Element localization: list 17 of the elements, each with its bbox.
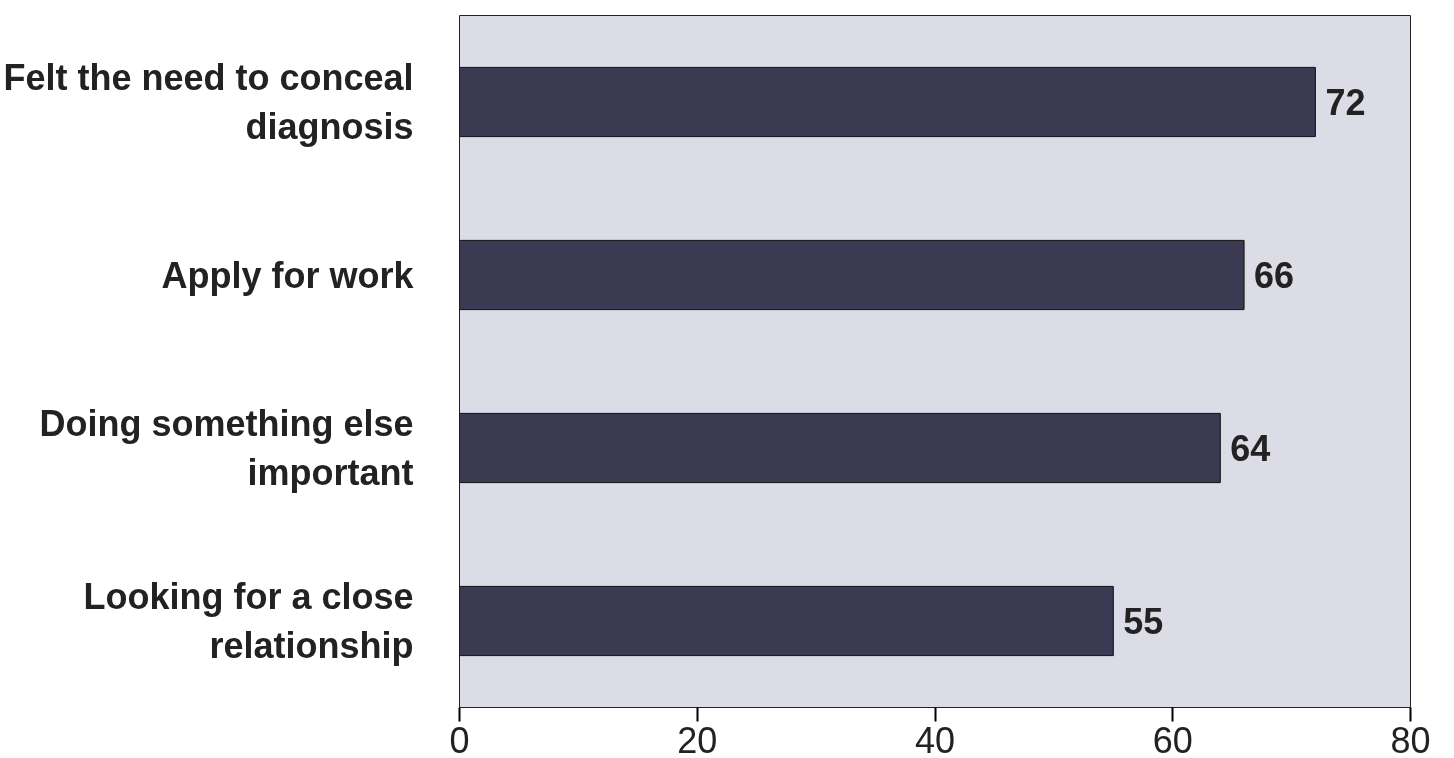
x-tick-label: 40 xyxy=(914,719,956,758)
data-label: 64 xyxy=(1230,428,1271,469)
y-tick-label: Felt the need to conceal diagnosis xyxy=(3,56,414,148)
bar xyxy=(459,585,1114,657)
bar xyxy=(459,412,1221,484)
x-tick-label: 80 xyxy=(1390,719,1431,758)
data-label: 66 xyxy=(1254,255,1295,296)
y-tick-label: Looking for a close relationship xyxy=(83,575,414,667)
x-tick-label: 60 xyxy=(1152,719,1193,758)
data-label: 72 xyxy=(1325,82,1366,123)
y-tick-label: Doing something else important xyxy=(39,402,414,494)
bar xyxy=(459,66,1316,138)
bar xyxy=(459,239,1245,311)
y-tick-label: Apply for work xyxy=(161,254,415,296)
data-label: 55 xyxy=(1123,601,1164,642)
x-tick-label: 20 xyxy=(677,719,718,758)
x-tick-label: 0 xyxy=(449,719,470,758)
